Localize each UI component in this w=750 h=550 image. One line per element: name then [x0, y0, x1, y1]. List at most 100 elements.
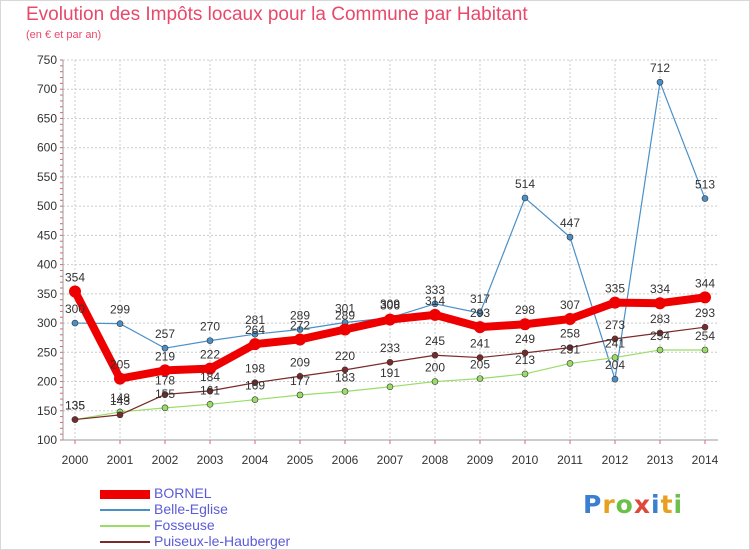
x-tick-label: 2011 — [557, 453, 583, 467]
data-point-1 — [206, 337, 214, 344]
data-label-1: 301 — [335, 301, 355, 315]
y-tick-label: 750 — [37, 53, 57, 67]
x-tick-label: 2002 — [152, 453, 179, 467]
legend: BORNEL Belle-Eglise Fosseuse Puiseux-le-… — [100, 485, 360, 550]
data-label-2: 177 — [290, 374, 310, 388]
legend-item-belle-eglise: Belle-Eglise — [100, 501, 360, 518]
data-label-3: 198 — [245, 362, 265, 376]
data-point-3 — [206, 387, 214, 395]
data-label-0: 219 — [155, 349, 175, 363]
data-point-3 — [476, 354, 484, 361]
y-tick-label: 100 — [37, 433, 57, 447]
data-point-0 — [114, 372, 126, 385]
data-label-3: 135 — [65, 399, 85, 413]
data-point-1 — [476, 309, 484, 317]
data-label-1: 299 — [110, 303, 130, 317]
data-label-1: 514 — [515, 177, 535, 191]
x-tick-label: 2012 — [602, 453, 629, 467]
data-label-1: 333 — [425, 283, 445, 297]
x-tick-label: 2000 — [62, 453, 89, 467]
logo-letter: r — [602, 490, 616, 519]
data-point-1 — [116, 320, 124, 327]
data-label-0: 354 — [65, 271, 85, 285]
data-label-3: 241 — [470, 337, 490, 351]
data-label-3: 293 — [695, 306, 715, 320]
data-point-0 — [429, 308, 441, 321]
logo-letter: t — [660, 490, 674, 519]
data-point-1 — [71, 319, 79, 327]
data-label-0: 306 — [380, 299, 400, 313]
x-tick-label: 2006 — [332, 453, 359, 467]
data-point-2 — [476, 375, 484, 382]
data-point-0 — [474, 321, 486, 334]
data-point-0 — [519, 318, 531, 331]
data-label-3: 245 — [425, 334, 445, 348]
y-tick-label: 700 — [37, 82, 57, 96]
data-label-2: 231 — [560, 342, 580, 356]
legend-item-fosseuse: Fosseuse — [100, 517, 360, 534]
data-point-3 — [656, 329, 664, 337]
data-label-3: 258 — [560, 327, 580, 341]
x-tick-label: 2013 — [647, 453, 674, 467]
data-label-1: 204 — [605, 358, 625, 372]
proxiti-logo: Proxiti — [583, 490, 683, 519]
data-point-2 — [386, 383, 394, 391]
legend-label-bornel: BORNEL — [154, 485, 212, 501]
data-point-0 — [564, 312, 576, 325]
data-label-2: 169 — [245, 379, 265, 393]
data-point-1 — [566, 233, 574, 241]
data-label-2: 205 — [470, 358, 490, 372]
data-label-1: 289 — [290, 309, 310, 323]
data-point-0 — [609, 296, 621, 309]
data-label-3: 273 — [605, 318, 625, 332]
legend-swatch-fosseuse — [100, 525, 150, 527]
x-tick-label: 2003 — [197, 453, 224, 467]
data-label-2: 213 — [515, 353, 535, 367]
x-tick-label: 2007 — [377, 453, 404, 467]
data-label-1: 317 — [470, 292, 490, 306]
data-point-3 — [251, 379, 259, 387]
data-label-3: 209 — [290, 355, 310, 369]
data-point-3 — [611, 335, 619, 343]
data-label-2: 241 — [605, 337, 625, 351]
data-label-1: 447 — [560, 216, 580, 230]
data-point-0 — [249, 338, 261, 351]
x-tick-label: 2014 — [692, 453, 719, 467]
data-label-3: 143 — [110, 394, 130, 408]
data-label-3: 184 — [200, 370, 220, 384]
data-label-0: 298 — [515, 303, 535, 317]
data-point-3 — [701, 323, 709, 331]
data-point-1 — [251, 330, 259, 338]
chart-subtitle: (en € et par an) — [26, 29, 102, 41]
data-label-0: 344 — [695, 276, 715, 290]
data-point-0 — [159, 364, 171, 377]
data-label-3: 178 — [155, 373, 175, 387]
data-label-1: 712 — [650, 61, 670, 75]
data-label-2: 254 — [650, 329, 670, 343]
legend-swatch-puiseux — [100, 541, 150, 543]
data-point-1 — [296, 326, 304, 333]
data-point-1 — [521, 194, 529, 202]
logo-letter: P — [583, 490, 603, 519]
legend-item-bornel: BORNEL — [100, 485, 360, 502]
data-point-1 — [656, 78, 664, 86]
data-label-0: 334 — [650, 282, 670, 296]
chart-title: Evolution des Impôts locaux pour la Comm… — [26, 4, 528, 25]
data-point-0 — [699, 291, 711, 304]
data-point-0 — [69, 285, 81, 298]
data-point-3 — [341, 366, 349, 374]
data-point-1 — [611, 375, 619, 383]
data-point-1 — [701, 195, 709, 202]
data-point-3 — [431, 351, 439, 359]
data-label-0: 335 — [605, 282, 625, 296]
data-point-2 — [701, 346, 709, 354]
x-tick-label: 2010 — [512, 453, 539, 467]
data-label-2: 148 — [110, 391, 130, 405]
data-label-2: 254 — [695, 329, 715, 343]
data-label-2: 191 — [380, 366, 400, 380]
data-label-2: 155 — [155, 387, 175, 401]
data-label-1: 257 — [155, 327, 175, 341]
data-label-1: 309 — [380, 297, 400, 311]
logo-letter: i — [673, 490, 684, 519]
data-point-2 — [206, 401, 214, 408]
